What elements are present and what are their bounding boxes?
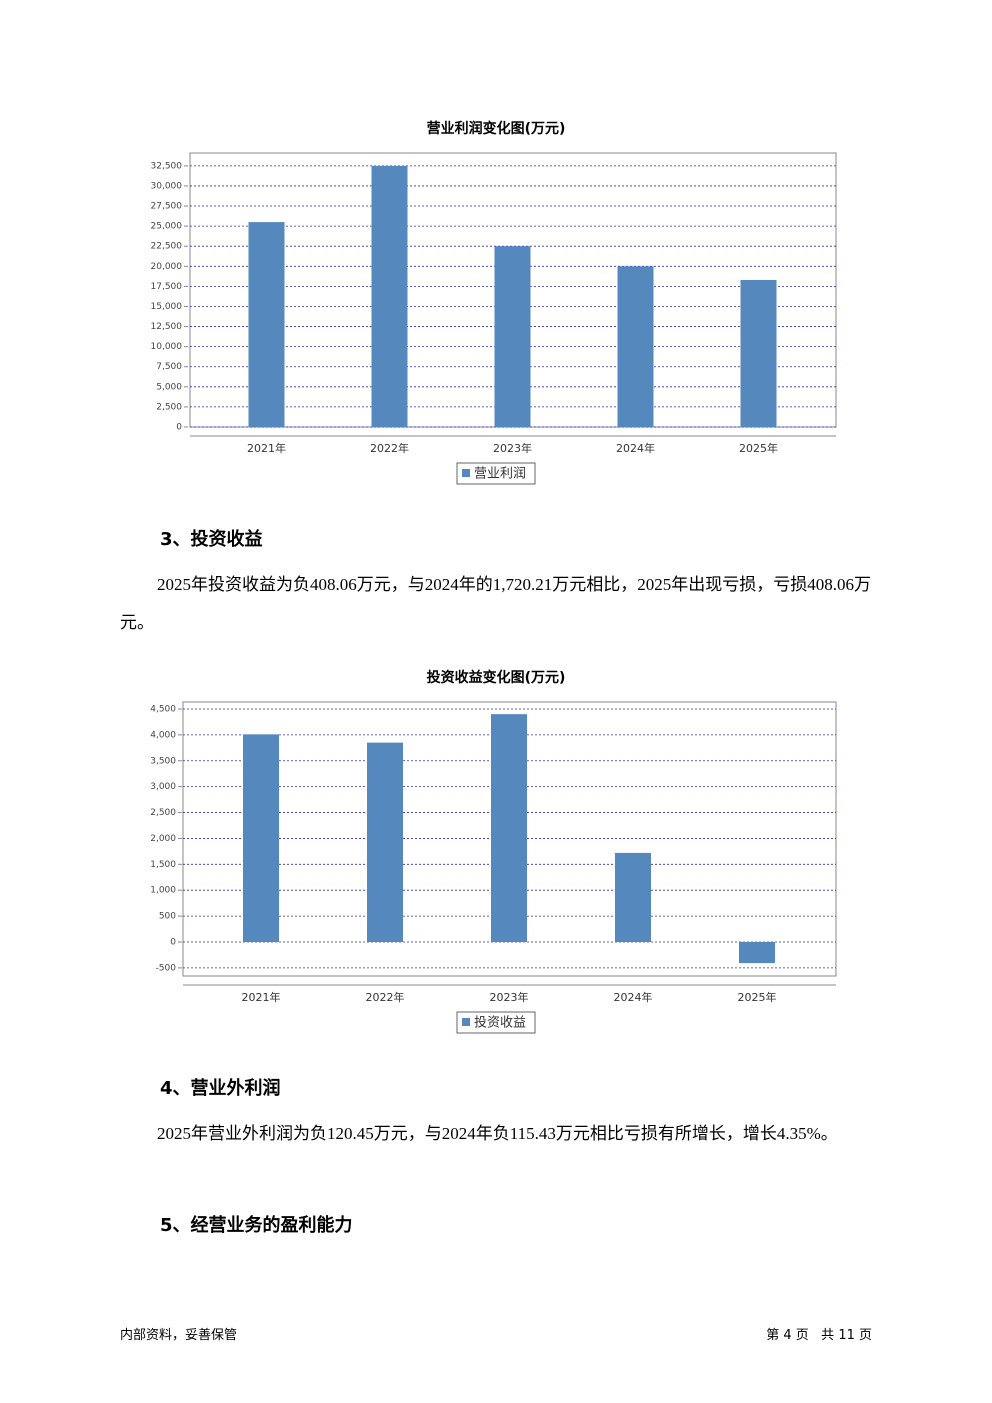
bar	[739, 941, 775, 964]
y-tick-label: 10,000	[151, 342, 183, 352]
bar	[615, 852, 651, 942]
y-tick-label: 3,000	[150, 782, 176, 792]
y-tick-label: 15,000	[151, 302, 183, 312]
legend-swatch	[462, 469, 470, 477]
x-tick-label: 2022年	[370, 441, 409, 455]
chart-title: 营业利润变化图(万元)	[427, 120, 566, 137]
y-tick-label: 32,500	[151, 161, 183, 171]
y-tick-label: 7,500	[156, 362, 182, 372]
y-tick-label: 2,500	[150, 808, 176, 818]
legend-label: 投资收益	[474, 1015, 526, 1031]
paragraph: 2025年投资收益为负408.06万元，与2024年的1,720.21万元相比，…	[120, 575, 871, 632]
x-tick-label: 2025年	[738, 990, 777, 1004]
bar	[367, 742, 403, 942]
footer-right: 第 4 页 共 11 页	[766, 1328, 872, 1343]
y-tick-label: 2,500	[156, 402, 182, 412]
bar	[617, 266, 654, 427]
chart-title: 投资收益变化图(万元)	[427, 669, 566, 686]
y-tick-label: 25,000	[151, 222, 183, 232]
x-tick-label: 2025年	[739, 441, 778, 455]
y-tick-label: 22,500	[151, 242, 183, 252]
y-tick-label: 17,500	[151, 282, 183, 292]
section-heading: 3、投资收益	[160, 529, 263, 550]
x-tick-label: 2021年	[242, 990, 281, 1004]
y-tick-label: 4,000	[150, 730, 176, 740]
bar	[494, 246, 531, 427]
y-tick-label: 12,500	[151, 322, 183, 332]
section-heading: 5、经营业务的盈利能力	[160, 1215, 353, 1236]
bar	[740, 279, 777, 427]
y-tick-label: 3,500	[150, 756, 176, 766]
x-tick-label: 2023年	[493, 441, 532, 455]
y-tick-label: 30,000	[151, 181, 183, 191]
legend-box	[456, 462, 536, 485]
y-tick-label: 2,000	[150, 834, 176, 844]
x-tick-label: 2024年	[616, 441, 655, 455]
x-tick-label: 2021年	[247, 441, 286, 455]
y-tick-label: 20,000	[151, 262, 183, 272]
section-heading: 4、营业外利润	[160, 1078, 281, 1099]
bar	[491, 714, 527, 942]
y-tick-label: 27,500	[151, 202, 183, 212]
legend-label: 营业利润	[474, 467, 526, 482]
y-tick-label: 4,500	[150, 704, 176, 714]
y-tick-label: 0	[176, 423, 182, 433]
paragraph: 2025年营业外利润为负120.45万元，与2024年负115.43万元相比亏损…	[157, 1124, 838, 1143]
legend-swatch	[462, 1018, 470, 1026]
bar	[248, 222, 285, 427]
bar	[371, 165, 408, 427]
legend-box	[456, 1011, 536, 1034]
y-tick-label: 1,500	[150, 860, 176, 870]
bar	[243, 734, 279, 942]
y-tick-label: 500	[159, 912, 176, 922]
y-tick-label: 5,000	[156, 382, 182, 392]
y-tick-label: 1,000	[150, 886, 176, 896]
x-tick-label: 2024年	[614, 990, 653, 1004]
x-tick-label: 2022年	[366, 990, 405, 1004]
x-tick-label: 2023年	[490, 990, 529, 1004]
y-tick-label: -500	[156, 963, 177, 973]
footer-left: 内部资料，妥善保管	[120, 1328, 238, 1343]
y-tick-label: 0	[170, 937, 176, 947]
